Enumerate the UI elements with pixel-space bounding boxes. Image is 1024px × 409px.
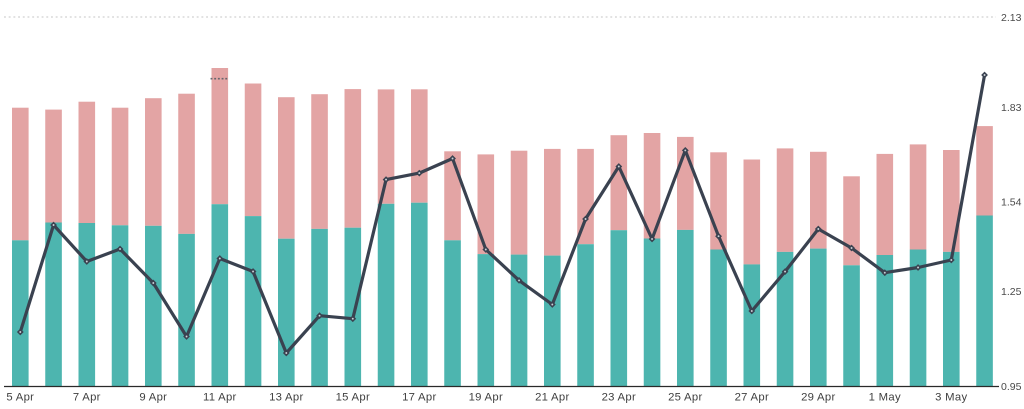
svg-text:1.54: 1.54 xyxy=(1001,197,1022,209)
svg-text:0.95: 0.95 xyxy=(1001,381,1022,393)
svg-text:23 Apr: 23 Apr xyxy=(602,392,636,404)
svg-text:15 Apr: 15 Apr xyxy=(336,392,370,404)
svg-text:13 Apr: 13 Apr xyxy=(269,392,303,404)
svg-text:29 Apr: 29 Apr xyxy=(801,392,835,404)
svg-text:17 Apr: 17 Apr xyxy=(402,392,436,404)
svg-text:11 Apr: 11 Apr xyxy=(203,392,237,404)
svg-text:1.25: 1.25 xyxy=(1001,286,1022,298)
svg-text:1 May: 1 May xyxy=(869,392,901,404)
svg-text:1.83: 1.83 xyxy=(1001,102,1022,114)
svg-text:2.13: 2.13 xyxy=(1001,12,1022,24)
svg-text:27 Apr: 27 Apr xyxy=(735,392,769,404)
svg-text:5 Apr: 5 Apr xyxy=(6,392,34,404)
svg-text:25 Apr: 25 Apr xyxy=(668,392,702,404)
svg-text:9 Apr: 9 Apr xyxy=(139,392,167,404)
svg-text:3 May: 3 May xyxy=(935,392,967,404)
svg-text:19 Apr: 19 Apr xyxy=(469,392,503,404)
svg-text:7 Apr: 7 Apr xyxy=(73,392,101,404)
svg-text:21 Apr: 21 Apr xyxy=(535,392,569,404)
